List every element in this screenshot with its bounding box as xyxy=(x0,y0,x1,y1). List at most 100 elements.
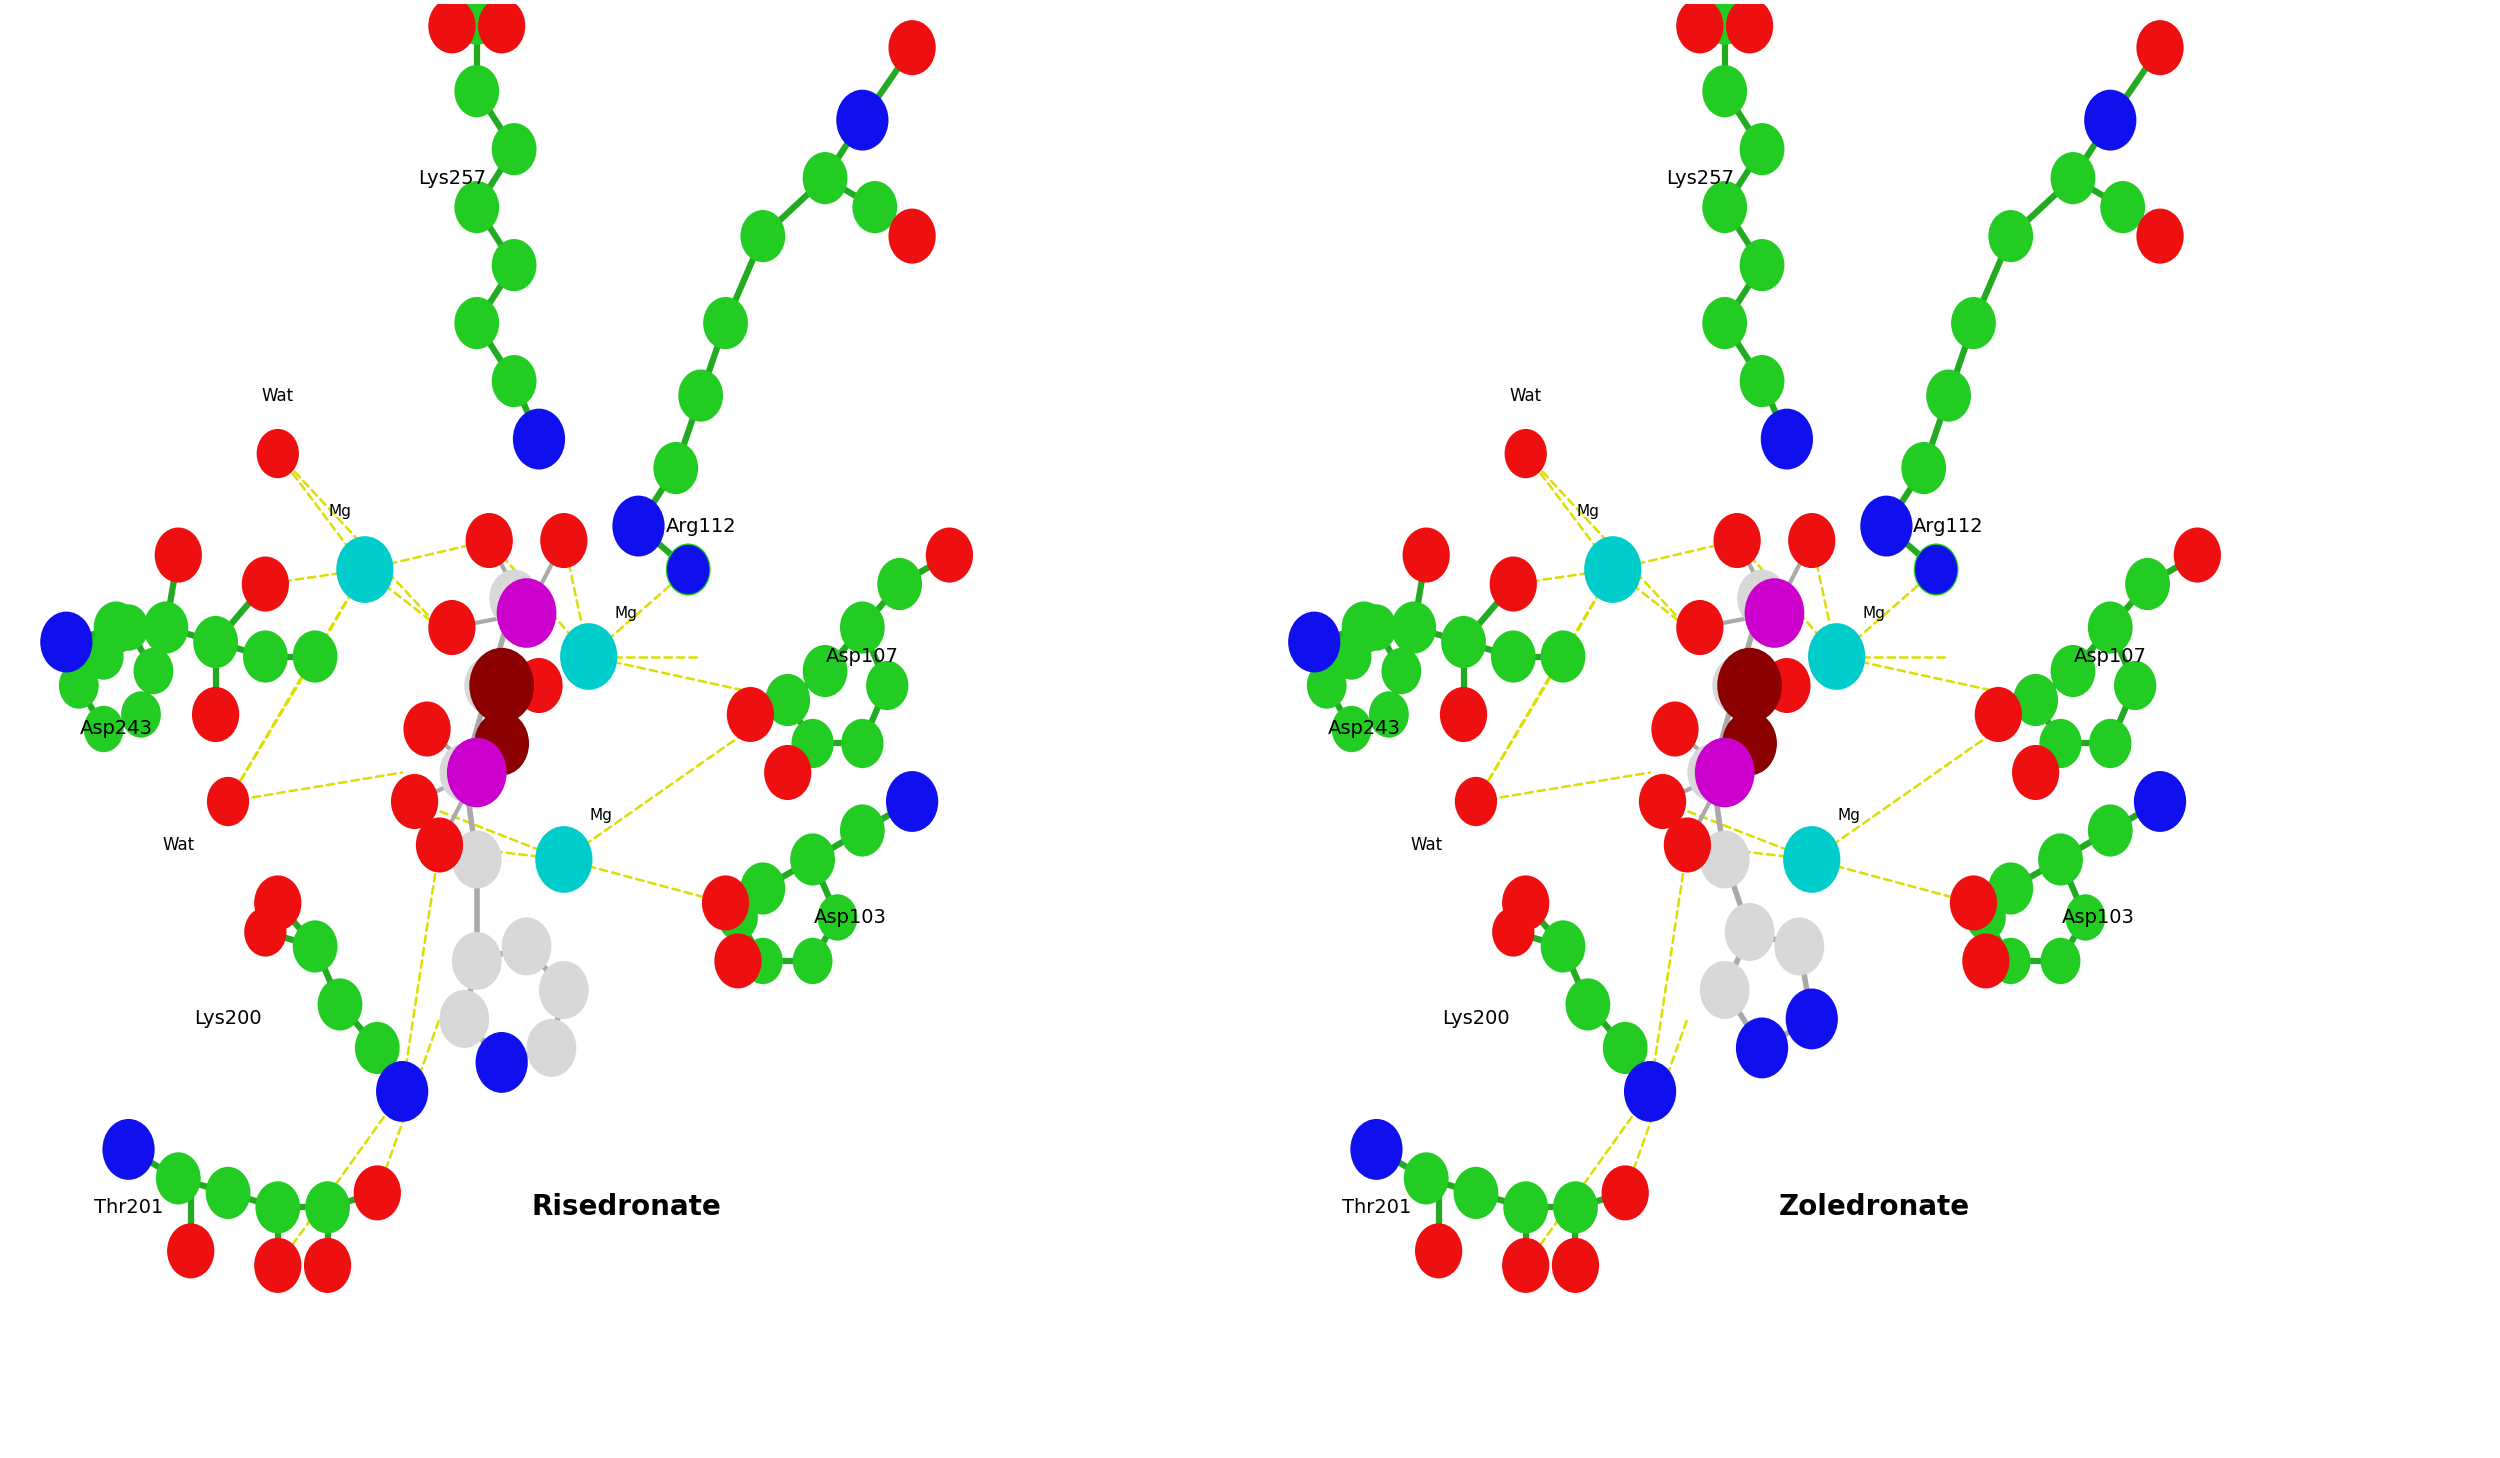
Circle shape xyxy=(440,744,490,802)
Circle shape xyxy=(1915,544,1958,596)
Text: Mg: Mg xyxy=(615,605,638,621)
Circle shape xyxy=(2135,771,2185,833)
Circle shape xyxy=(2088,805,2132,856)
Circle shape xyxy=(428,0,475,54)
Circle shape xyxy=(703,875,750,930)
Circle shape xyxy=(478,0,525,54)
Circle shape xyxy=(2125,558,2170,609)
Circle shape xyxy=(742,865,782,911)
Circle shape xyxy=(703,297,748,348)
Circle shape xyxy=(1665,818,1710,872)
Circle shape xyxy=(478,1034,528,1092)
Circle shape xyxy=(728,688,772,741)
Circle shape xyxy=(107,604,148,650)
Circle shape xyxy=(1640,774,1685,830)
Circle shape xyxy=(665,544,710,596)
Circle shape xyxy=(242,630,288,682)
Text: Mg: Mg xyxy=(328,504,352,519)
Circle shape xyxy=(102,1118,155,1180)
Circle shape xyxy=(390,774,438,830)
Text: Lys257: Lys257 xyxy=(418,169,485,188)
Circle shape xyxy=(840,805,885,856)
Circle shape xyxy=(292,630,338,682)
Circle shape xyxy=(1688,744,1737,802)
Circle shape xyxy=(255,1238,302,1293)
Circle shape xyxy=(1865,500,1910,553)
Circle shape xyxy=(1695,738,1755,808)
Circle shape xyxy=(1782,827,1840,892)
Circle shape xyxy=(1452,1166,1498,1219)
Circle shape xyxy=(802,152,848,204)
Circle shape xyxy=(1492,907,1535,956)
Circle shape xyxy=(208,777,250,827)
Circle shape xyxy=(1735,1018,1787,1079)
Circle shape xyxy=(840,602,882,652)
Circle shape xyxy=(242,557,290,611)
Circle shape xyxy=(615,500,660,553)
Text: Arg112: Arg112 xyxy=(1912,516,1985,535)
Circle shape xyxy=(1403,528,1450,583)
Circle shape xyxy=(1675,0,1722,54)
Circle shape xyxy=(512,408,565,469)
Circle shape xyxy=(1700,961,1750,1019)
Circle shape xyxy=(1552,1181,1598,1233)
Text: Lys200: Lys200 xyxy=(1442,1009,1510,1028)
Circle shape xyxy=(40,611,92,672)
Circle shape xyxy=(455,66,500,117)
Circle shape xyxy=(1625,1061,1675,1121)
Circle shape xyxy=(440,990,490,1048)
Circle shape xyxy=(1370,691,1410,738)
Circle shape xyxy=(1703,0,1748,45)
Circle shape xyxy=(1502,875,1550,930)
Circle shape xyxy=(865,660,907,710)
Text: Wat: Wat xyxy=(1510,386,1542,404)
Circle shape xyxy=(1502,1181,1548,1233)
Text: Risedronate: Risedronate xyxy=(530,1194,720,1222)
Circle shape xyxy=(1415,1223,1462,1279)
Circle shape xyxy=(2015,675,2058,725)
Circle shape xyxy=(1915,545,1958,595)
Circle shape xyxy=(1925,369,1970,421)
Circle shape xyxy=(2052,646,2095,695)
Circle shape xyxy=(1540,920,1585,972)
Circle shape xyxy=(853,181,898,233)
Circle shape xyxy=(1722,712,1777,776)
Text: Lys257: Lys257 xyxy=(1665,169,1735,188)
Circle shape xyxy=(2138,776,2182,828)
Text: Asp103: Asp103 xyxy=(812,908,887,927)
Circle shape xyxy=(448,738,508,808)
Circle shape xyxy=(1490,557,1538,611)
Circle shape xyxy=(120,691,160,738)
Circle shape xyxy=(2065,894,2105,940)
Circle shape xyxy=(1502,1238,1550,1293)
Circle shape xyxy=(318,978,362,1031)
Text: Asp243: Asp243 xyxy=(80,719,152,739)
Circle shape xyxy=(452,932,503,990)
Circle shape xyxy=(1540,630,1585,682)
Circle shape xyxy=(1713,656,1762,714)
Circle shape xyxy=(255,875,302,930)
Circle shape xyxy=(85,706,122,752)
Circle shape xyxy=(1440,615,1485,668)
Text: Asp107: Asp107 xyxy=(2075,647,2148,666)
Circle shape xyxy=(1700,831,1750,888)
Circle shape xyxy=(352,1165,400,1220)
Circle shape xyxy=(60,662,98,709)
Circle shape xyxy=(2037,834,2082,885)
Circle shape xyxy=(1552,1238,1600,1293)
Circle shape xyxy=(790,834,835,885)
Circle shape xyxy=(1962,933,2010,989)
Circle shape xyxy=(2088,602,2132,653)
Text: Lys200: Lys200 xyxy=(195,1009,262,1028)
Circle shape xyxy=(1675,601,1722,655)
Circle shape xyxy=(45,615,88,668)
Circle shape xyxy=(2138,22,2182,74)
Circle shape xyxy=(355,1166,400,1219)
Circle shape xyxy=(878,558,922,609)
Circle shape xyxy=(802,644,848,697)
Circle shape xyxy=(1703,181,1748,233)
Circle shape xyxy=(415,818,462,872)
Circle shape xyxy=(475,1032,528,1094)
Circle shape xyxy=(718,894,758,940)
Circle shape xyxy=(1332,633,1372,679)
